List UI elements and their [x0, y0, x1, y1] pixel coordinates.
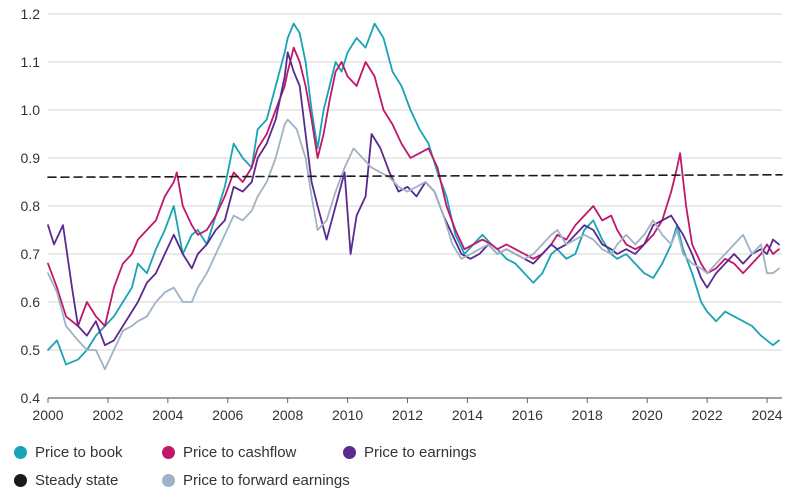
- x-axis-ticks: 2000 2002 2004 2006 2008 2010 2012 2014 2016 2018…: [32, 398, 783, 420]
- series-line-price-to-book[interactable]: [47, 22, 780, 366]
- x-tick-label: 2022: [692, 407, 723, 420]
- legend-marker-icon: [162, 446, 175, 459]
- legend-label: Price to cashflow: [183, 444, 297, 461]
- series-line-steady-state[interactable]: [47, 174, 783, 178]
- y-tick-label: 1.1: [21, 54, 41, 70]
- x-tick-label: 2024: [751, 407, 782, 420]
- x-tick-label: 2006: [212, 407, 243, 420]
- series-line-price-to-forward-earnings[interactable]: [47, 118, 780, 371]
- legend-item-price-to-cashflow[interactable]: Price to cashflow: [162, 444, 296, 461]
- x-tick-label: 2000: [32, 407, 63, 420]
- series-lines: [47, 22, 783, 371]
- y-axis-ticks: 0.4 0.5 0.6 0.7 0.8 0.9 1.0 1.1 1.2: [21, 6, 41, 406]
- legend-item-steady-state[interactable]: Steady state: [14, 472, 118, 489]
- y-tick-label: 0.9: [21, 150, 41, 166]
- y-tick-label: 0.7: [21, 246, 41, 262]
- legend-item-price-to-earnings[interactable]: Price to earnings: [343, 444, 477, 461]
- x-tick-label: 2004: [152, 407, 183, 420]
- x-tick-label: 2010: [332, 407, 363, 420]
- y-tick-label: 0.8: [21, 198, 41, 214]
- legend-item-price-to-forward-earnings[interactable]: Price to forward earnings: [162, 472, 350, 489]
- y-tick-label: 0.4: [21, 390, 41, 406]
- x-tick-label: 2018: [572, 407, 603, 420]
- legend: Price to book Price to cashflow Price to…: [14, 444, 794, 496]
- x-tick-label: 2002: [92, 407, 123, 420]
- legend-marker-icon: [14, 474, 27, 487]
- legend-label: Price to forward earnings: [183, 472, 350, 489]
- legend-marker-icon: [14, 446, 27, 459]
- x-tick-label: 2020: [632, 407, 663, 420]
- gridlines: [48, 13, 782, 399]
- legend-label: Steady state: [35, 472, 119, 489]
- line-chart: 0.4 0.5 0.6 0.7 0.8 0.9 1.0 1.1 1.2 2000 2002 2004…: [21, 6, 783, 420]
- y-tick-label: 0.6: [21, 294, 41, 310]
- series-line-price-to-cashflow[interactable]: [47, 46, 780, 327]
- y-tick-label: 0.5: [21, 342, 41, 358]
- legend-marker-icon: [162, 474, 175, 487]
- x-tick-label: 2012: [392, 407, 423, 420]
- legend-label: Price to earnings: [364, 444, 477, 461]
- legend-label: Price to book: [35, 444, 123, 461]
- x-tick-label: 2016: [512, 407, 543, 420]
- y-tick-label: 1.0: [21, 102, 41, 118]
- y-tick-label: 1.2: [21, 6, 41, 22]
- x-tick-label: 2014: [452, 407, 483, 420]
- x-tick-label: 2008: [272, 407, 303, 420]
- legend-item-price-to-book[interactable]: Price to book: [14, 444, 123, 461]
- legend-marker-icon: [343, 446, 356, 459]
